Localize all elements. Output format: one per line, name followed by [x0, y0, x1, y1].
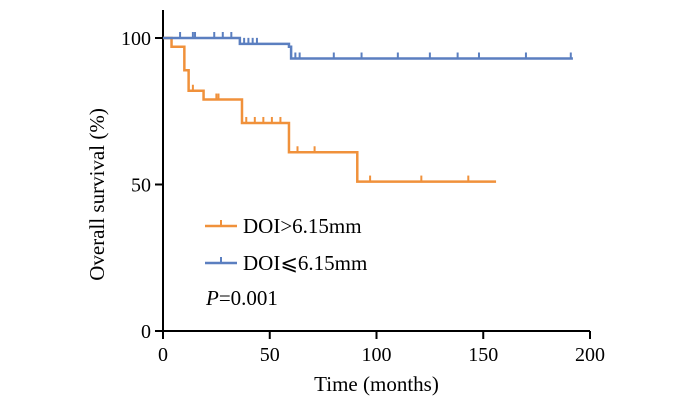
y-ticks: 0 50 100	[121, 28, 163, 343]
x-ticks: 0 50 100 150 200	[158, 331, 605, 366]
x-tick-label: 0	[158, 344, 168, 366]
series-layer	[163, 32, 573, 183]
y-tick-label: 50	[131, 175, 151, 197]
x-tick-label: 150	[468, 344, 498, 366]
y-tick-label: 100	[121, 28, 151, 50]
x-tick-label: 100	[362, 344, 392, 366]
survival-curve	[163, 36, 573, 60]
p-value-symbol: P	[205, 286, 219, 310]
x-tick-label: 200	[575, 344, 605, 366]
series-group	[163, 32, 573, 60]
legend-item: DOI⩽6.15mm	[205, 251, 367, 275]
p-value-annotation: P=0.001	[205, 286, 278, 310]
y-axis-title: Overall survival (%)	[85, 108, 109, 281]
legend: DOI>6.15mm DOI⩽6.15mm	[205, 214, 367, 275]
survival-curve	[163, 36, 497, 183]
legend-label: DOI>6.15mm	[243, 214, 362, 238]
series-group	[163, 36, 497, 183]
p-value-number: =0.001	[219, 286, 278, 310]
x-tick-label: 50	[260, 344, 280, 366]
legend-label: DOI⩽6.15mm	[243, 251, 367, 275]
legend-item: DOI>6.15mm	[205, 214, 362, 238]
x-axis-title: Time (months)	[314, 372, 439, 396]
y-tick-label: 0	[141, 321, 151, 343]
